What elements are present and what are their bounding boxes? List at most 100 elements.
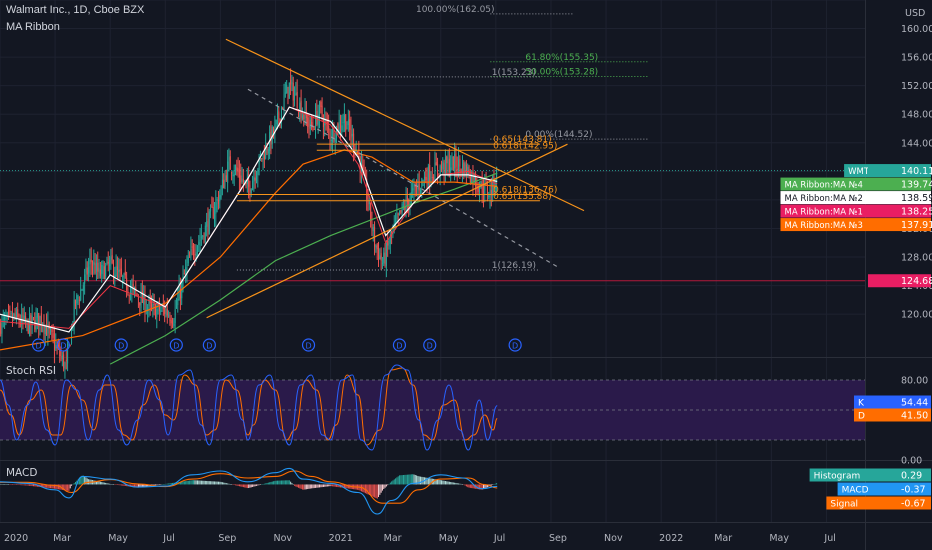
candle-body [256, 176, 258, 183]
dividend-circle [508, 338, 522, 352]
macd-histogram-bar [441, 480, 443, 485]
fib-level-label: 1(126.19) [492, 261, 536, 271]
macd-histogram-bar [418, 476, 420, 485]
candle-body [98, 267, 100, 274]
candle-body [216, 199, 218, 201]
candle-body [422, 180, 424, 182]
candle-body [330, 140, 332, 142]
macd-histogram-bar [393, 479, 395, 485]
candle-body [347, 119, 349, 126]
macd-histogram-bar [472, 484, 474, 489]
macd-histogram-bar [278, 480, 280, 485]
candle-body [124, 271, 126, 276]
macd-histogram-bar [271, 481, 273, 485]
macd-histogram-bar [99, 481, 101, 485]
dividend-circle [169, 338, 183, 352]
candle-body [451, 156, 453, 166]
candle-body [57, 344, 59, 348]
macd-histogram-bar [64, 484, 66, 491]
time-tick-label: Sep [218, 533, 236, 544]
candle-body [420, 189, 422, 193]
macd-histogram-bar [249, 484, 251, 488]
time-tick-label: May [108, 533, 128, 544]
macd-histogram-bar [416, 475, 418, 485]
candle-body [158, 304, 160, 312]
macd-histogram-bar [206, 480, 208, 485]
candle-body [481, 182, 483, 194]
candle-body [267, 148, 269, 154]
macd-histogram-bar [157, 484, 159, 485]
macd-value-label: MACD -0.37 [837, 482, 931, 496]
macd-histogram-bar [155, 484, 157, 486]
stoch-value-label: K 54.44 [854, 395, 931, 409]
candle-body [388, 244, 390, 247]
candle-body [400, 209, 402, 213]
time-tick-label: 2021 [329, 533, 353, 544]
candle-body [334, 138, 336, 143]
candle-body [322, 119, 324, 128]
macd-histogram-bar [421, 476, 423, 485]
macd-histogram-bar [311, 484, 313, 489]
candle-body [169, 318, 171, 321]
time-tick-label: Sep [549, 533, 567, 544]
macd-histogram-bar [113, 484, 115, 485]
candle-body [183, 273, 185, 275]
candle-body [346, 127, 348, 130]
price-tick-label: 156.00 [901, 53, 932, 64]
macd-histogram-bar [97, 481, 99, 485]
candle-body [199, 239, 201, 241]
macd-histogram-bar [320, 484, 322, 488]
candle-body [164, 307, 166, 315]
macd-histogram-bar [55, 484, 57, 489]
candle-body [94, 263, 96, 274]
price-label-value-bg [868, 164, 931, 178]
time-tick-label: Nov [604, 533, 623, 544]
candle-body [368, 201, 370, 204]
candle-body [2, 318, 4, 320]
price-label-value: 138.59 [901, 193, 932, 204]
macd-histogram-bar [277, 480, 279, 485]
candle-body [15, 311, 17, 320]
macd-histogram-bar [388, 483, 390, 485]
candle-body [473, 174, 475, 183]
candle-body [412, 188, 414, 191]
candle-body [313, 128, 315, 130]
macd-histogram-bar [282, 480, 284, 485]
candle-body [286, 84, 288, 94]
currency-bg [902, 5, 930, 19]
candle-body [63, 354, 65, 369]
candle-body [387, 240, 389, 246]
macd-histogram-bar [379, 484, 381, 495]
macd-histogram-bar [214, 481, 216, 485]
macd-histogram-bar [217, 481, 219, 485]
candle-body [396, 215, 398, 220]
candle-body [113, 262, 115, 277]
macd-histogram-bar [333, 484, 335, 487]
macd-value-bg [868, 482, 931, 496]
macd-histogram-bar [438, 479, 440, 485]
candle-body [9, 310, 11, 313]
macd-histogram-bar [29, 484, 31, 486]
candle-body [56, 347, 58, 349]
macd-histogram-bar [120, 484, 122, 486]
candle-body [115, 266, 117, 277]
macd-histogram-bar [52, 484, 54, 489]
macd-histogram-bar [346, 484, 348, 489]
macd-histogram-bar [299, 484, 301, 489]
macd-histogram-bar [435, 479, 437, 485]
macd-histogram-bar [132, 484, 134, 488]
macd-histogram-bar [471, 484, 473, 489]
candle-body [399, 210, 401, 215]
macd-histogram-bar [183, 481, 185, 485]
candle-body [279, 118, 281, 122]
macd-histogram-bar [385, 484, 387, 487]
macd-histogram-bar [270, 481, 272, 485]
macd-histogram-bar [25, 484, 27, 486]
macd-histogram-bar [84, 476, 86, 485]
macd-histogram-bar [166, 483, 168, 485]
macd-histogram-bar [50, 484, 52, 489]
macd-histogram-bar [212, 481, 214, 485]
macd-histogram-bar [468, 484, 470, 488]
time-tick-label: 2020 [4, 533, 28, 544]
